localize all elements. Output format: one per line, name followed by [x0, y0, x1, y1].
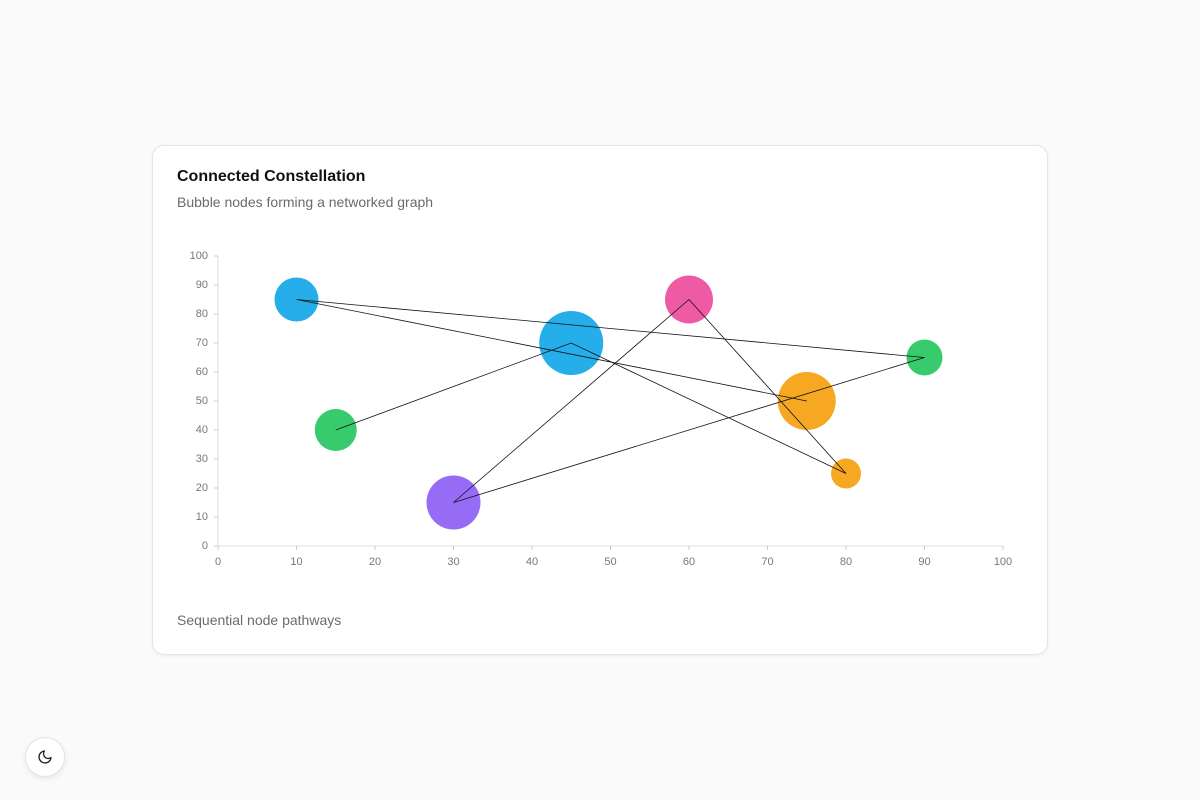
- y-tick-label: 70: [196, 337, 208, 349]
- x-tick-label: 10: [290, 556, 302, 568]
- x-tick-label: 60: [683, 556, 695, 568]
- chart-caption: Sequential node pathways: [177, 612, 342, 628]
- x-tick-label: 90: [918, 556, 930, 568]
- chart: 0 10 20 30 40 50 60 70 80 90 100 0 10 20 30 40 50 60 70 80 9…: [190, 250, 1013, 568]
- x-tick-label: 100: [994, 556, 1012, 568]
- x-tick-label: 20: [369, 556, 381, 568]
- x-tick-label: 0: [215, 556, 221, 568]
- chart-subtitle: Bubble nodes forming a networked graph: [177, 194, 434, 210]
- x-tick-label: 30: [447, 556, 459, 568]
- moon-icon: [38, 750, 52, 764]
- y-tick-label: 80: [196, 308, 208, 320]
- y-tick-label: 60: [196, 366, 208, 378]
- theme-toggle[interactable]: [25, 737, 65, 777]
- y-tick-label: 10: [196, 511, 208, 523]
- y-tick-label: 50: [196, 395, 208, 407]
- y-tick-label: 30: [196, 453, 208, 465]
- x-tick-label: 40: [526, 556, 538, 568]
- x-tick-label: 70: [761, 556, 773, 568]
- y-tick-label: 20: [196, 482, 208, 494]
- x-tick-label: 50: [604, 556, 616, 568]
- y-tick-label: 0: [202, 540, 208, 552]
- y-tick-label: 40: [196, 424, 208, 436]
- chart-title: Connected Constellation: [177, 168, 366, 185]
- chart-card: Connected Constellation Bubble nodes for…: [152, 145, 1048, 655]
- connection-path: [296, 298, 925, 503]
- y-tick-label: 90: [196, 279, 208, 291]
- x-tick-label: 80: [840, 556, 852, 568]
- y-tick-label: 100: [190, 250, 208, 262]
